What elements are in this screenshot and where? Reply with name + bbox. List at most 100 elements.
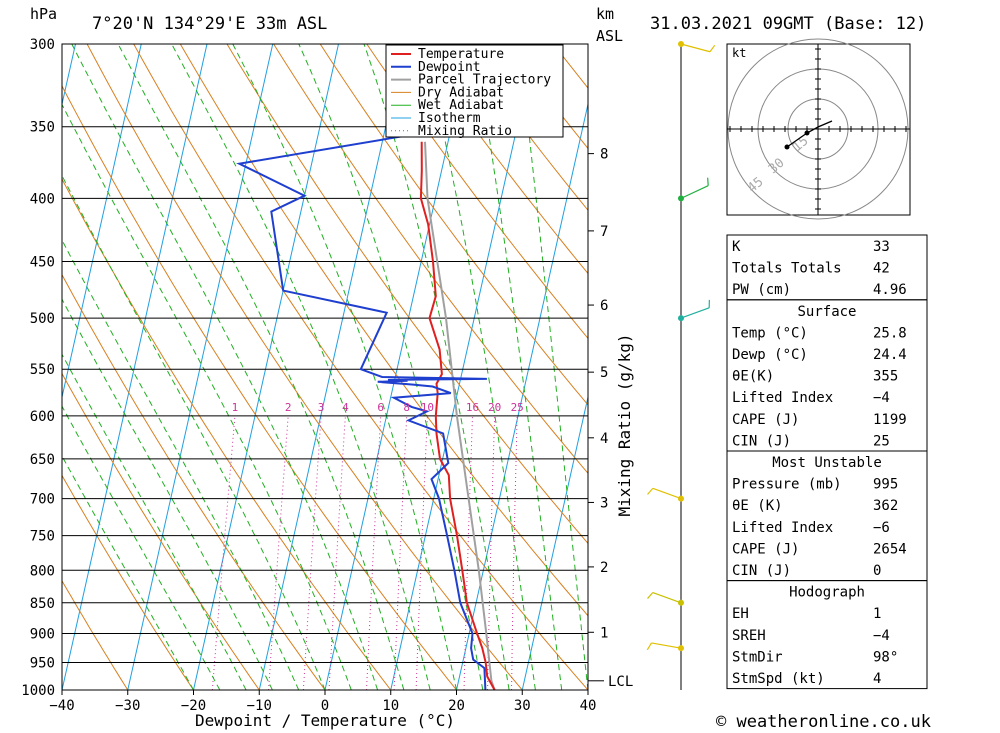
surface-title: Surface [797, 304, 856, 320]
legend-entry: Dewpoint [418, 60, 481, 75]
isotherm-line [456, 101, 588, 690]
index-row-value: 42 [873, 261, 890, 277]
most-unstable-row-label: Lifted Index [732, 520, 833, 536]
x-tick-label: 30 [514, 698, 531, 714]
mixing-ratio-label: 3 [318, 401, 325, 414]
mixing-ratio-line [328, 415, 346, 690]
surface-row-label: CAPE (J) [732, 412, 799, 428]
wind-profile [646, 41, 716, 690]
hodograph-trace [786, 120, 833, 148]
surface-row-value: −4 [873, 390, 890, 406]
mixing-ratio-label: 8 [403, 401, 410, 414]
wet-adiabat-line [71, 44, 379, 690]
dry-adiabat-line [319, 44, 588, 406]
pressure-tick-label: 600 [30, 409, 55, 425]
hodograph-point [804, 130, 810, 136]
km-tick-label: 3 [600, 495, 608, 511]
legend-entry: Parcel Trajectory [418, 73, 551, 88]
index-row-label: PW (cm) [732, 282, 791, 298]
pressure-tick-label: 450 [30, 255, 55, 271]
hodograph-row-label: EH [732, 606, 749, 622]
dry-adiabat-line [62, 579, 129, 690]
index-row-value: 33 [873, 239, 890, 255]
pressure-tick-label: 300 [30, 37, 55, 53]
dry-adiabat-line [86, 44, 523, 690]
most-unstable-row-label: CAPE (J) [732, 541, 799, 557]
legend-entry: Dry Adiabat [418, 85, 504, 100]
pressure-tick-label: 700 [30, 492, 55, 508]
wind-barb-shaft [651, 642, 682, 649]
pressure-tick-label: 950 [30, 655, 55, 671]
km-tick-label: 1 [600, 625, 608, 641]
legend-entry: Wet Adiabat [418, 98, 504, 113]
x-tick-label: 40 [580, 698, 597, 714]
isotherm-line [587, 687, 588, 690]
dry-adiabat-line [226, 44, 588, 545]
x-tick-label: −30 [115, 698, 140, 714]
mixing-ratio-line [302, 415, 322, 690]
most-unstable-row-label: θE (K) [732, 498, 783, 514]
pressure-tick-label: 800 [30, 563, 55, 579]
hodograph-row-label: StmSpd (kt) [732, 671, 825, 687]
mixing-ratio-label: 1 [232, 401, 239, 414]
surface-row-label: Temp (°C) [732, 325, 808, 341]
datetime-title: 31.03.2021 09GMT (Base: 12) [650, 14, 926, 34]
mixing-ratio-label: 4 [342, 401, 349, 414]
wet-adiabat-line [298, 44, 484, 690]
lcl-label: LCL [608, 674, 633, 690]
pressure-tick-label: 650 [30, 452, 55, 468]
dry-adiabat-line [62, 474, 194, 690]
wind-barb-flag [709, 44, 716, 53]
wet-adiabat-line [422, 44, 536, 690]
pressure-tick-label: 850 [30, 596, 55, 612]
isotherm-line [62, 44, 208, 690]
surface-row-label: Dewp (°C) [732, 347, 808, 363]
surface-row-label: CIN (J) [732, 433, 791, 449]
km-tick-label: 7 [600, 224, 608, 240]
index-row-value: 4.96 [873, 282, 907, 298]
isotherm-line [0, 44, 10, 690]
parcel-trajectory-line [424, 141, 496, 690]
mixing-ratio-label: 10 [421, 401, 434, 414]
isotherm-line [324, 44, 471, 690]
legend-entry: Isotherm [418, 111, 481, 126]
dewpoint-line [236, 44, 487, 690]
asl-unit: ASL [596, 27, 623, 45]
hodograph-row-value: 98° [873, 649, 898, 665]
surface-row-value: 25.8 [873, 325, 907, 341]
x-tick-label: −40 [49, 698, 74, 714]
hodograph-point [784, 144, 790, 150]
surface-row-label: θE(K) [732, 369, 774, 385]
mixing-ratio-label: 2 [285, 401, 292, 414]
x-tick-label: −20 [181, 698, 206, 714]
hodograph-row-label: StmDir [732, 649, 783, 665]
km-tick-label: 4 [600, 431, 608, 447]
surface-row-value: 1199 [873, 412, 907, 428]
surface-row-value: 24.4 [873, 347, 907, 363]
index-row-label: Totals Totals [732, 261, 842, 277]
wind-barb-shaft [652, 591, 682, 604]
pressure-tick-label: 750 [30, 529, 55, 545]
temperature-line [419, 141, 496, 690]
wet-adiabat-line [232, 44, 457, 690]
pressure-tick-label: 900 [30, 626, 55, 642]
hodograph-row-value: −4 [873, 628, 890, 644]
most-unstable-row-value: 995 [873, 477, 898, 493]
axes: 1 2 3 4 6 8 10 16 20 2530035040045050055060065070… [21, 37, 633, 714]
most-unstable-row-value: 2654 [873, 541, 907, 557]
mixing-ratio-label: 20 [488, 401, 501, 414]
wind-barb-shaft [652, 487, 682, 500]
wind-barb-shaft [680, 43, 711, 53]
x-tick-label: −10 [247, 698, 272, 714]
wind-barb-shaft [680, 185, 709, 199]
km-tick-label: 5 [600, 365, 608, 381]
isotherm-line [62, 44, 142, 400]
wet-adiabat-line [62, 239, 300, 690]
most-unstable-row-value: 0 [873, 563, 881, 579]
plot-frame [61, 43, 589, 691]
hodograph-row-value: 1 [873, 606, 881, 622]
wind-barb-flag [707, 177, 709, 186]
pressure-tick-label: 550 [30, 362, 55, 378]
isotherm-line [193, 44, 339, 690]
